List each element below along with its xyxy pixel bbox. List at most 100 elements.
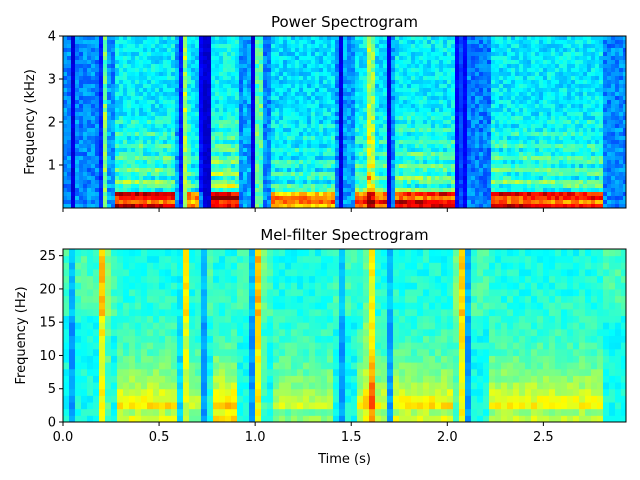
- heatmap-cell: [359, 72, 364, 77]
- heatmap-cell: [115, 136, 120, 141]
- heatmap-cell: [471, 128, 476, 133]
- heatmap-cell: [395, 204, 400, 208]
- heatmap-cell: [479, 48, 484, 53]
- heatmap-cell: [183, 160, 188, 165]
- heatmap-cell: [475, 152, 480, 157]
- heatmap-cell: [227, 136, 232, 141]
- heatmap-cell: [291, 172, 296, 177]
- heatmap-cell: [235, 92, 240, 97]
- heatmap-cell: [475, 124, 480, 129]
- heatmap-cell: [151, 128, 156, 133]
- heatmap-cell: [91, 84, 96, 89]
- heatmap-cell: [71, 44, 76, 49]
- heatmap-cell: [151, 56, 156, 61]
- heatmap-cell: [507, 188, 512, 193]
- heatmap-cell: [355, 36, 360, 41]
- heatmap-cell: [467, 48, 472, 53]
- heatmap-cell: [431, 60, 436, 65]
- heatmap-cell: [179, 112, 184, 117]
- heatmap-cell: [459, 204, 464, 208]
- heatmap-cell: [107, 88, 112, 93]
- heatmap-cell: [255, 164, 260, 169]
- heatmap-cell: [447, 68, 452, 73]
- heatmap-cell: [335, 204, 340, 208]
- heatmap-cell: [387, 84, 392, 89]
- heatmap-cell: [119, 184, 124, 189]
- heatmap-cell: [411, 168, 416, 173]
- heatmap-cell: [191, 96, 196, 101]
- heatmap-cell: [111, 108, 116, 113]
- heatmap-cell: [455, 148, 460, 153]
- heatmap-cell: [179, 40, 184, 45]
- heatmap-cell: [483, 132, 488, 137]
- heatmap-cell: [451, 52, 456, 57]
- heatmap-cell: [363, 44, 368, 49]
- heatmap-cell: [71, 68, 76, 73]
- heatmap-cell: [199, 104, 204, 109]
- heatmap-cell: [127, 112, 132, 117]
- heatmap-cell: [371, 124, 376, 129]
- heatmap-cell: [291, 56, 296, 61]
- heatmap-cell: [459, 140, 464, 145]
- heatmap-cell: [407, 132, 412, 137]
- heatmap-cell: [479, 168, 484, 173]
- heatmap-cell: [235, 60, 240, 65]
- heatmap-cell: [443, 172, 448, 177]
- heatmap-cell: [491, 168, 496, 173]
- heatmap-cell: [351, 120, 356, 125]
- heatmap-cell: [127, 104, 132, 109]
- heatmap-cell: [99, 68, 104, 73]
- heatmap-cell: [519, 176, 524, 181]
- heatmap-cell: [243, 108, 248, 113]
- heatmap-cell: [395, 160, 400, 165]
- heatmap-cell: [351, 156, 356, 161]
- heatmap-cell: [295, 84, 300, 89]
- heatmap-cell: [255, 136, 260, 141]
- heatmap-cell: [279, 128, 284, 133]
- heatmap-cell: [207, 184, 212, 189]
- heatmap-cell: [171, 64, 176, 69]
- heatmap-cell: [267, 68, 272, 73]
- heatmap-cell: [379, 52, 384, 57]
- heatmap-cell: [483, 112, 488, 117]
- heatmap-cell: [479, 68, 484, 73]
- heatmap-cell: [431, 144, 436, 149]
- heatmap-cell: [451, 128, 456, 133]
- heatmap-cell: [427, 80, 432, 85]
- heatmap-cell: [75, 52, 80, 57]
- heatmap-cell: [459, 72, 464, 77]
- heatmap-cell: [131, 72, 136, 77]
- heatmap-cell: [403, 116, 408, 121]
- heatmap-cell: [239, 164, 244, 169]
- heatmap-cell: [351, 192, 356, 197]
- heatmap-cell: [243, 116, 248, 121]
- heatmap-cell: [455, 156, 460, 161]
- heatmap-cell: [63, 116, 68, 121]
- heatmap-cell: [343, 128, 348, 133]
- heatmap-cell: [291, 60, 296, 65]
- heatmap-cell: [311, 132, 316, 137]
- heatmap-cell: [455, 168, 460, 173]
- heatmap-cell: [427, 168, 432, 173]
- heatmap-cell: [443, 180, 448, 185]
- heatmap-cell: [203, 88, 208, 93]
- heatmap-cell: [275, 124, 280, 129]
- heatmap-cell: [287, 48, 292, 53]
- heatmap-cell: [95, 72, 100, 77]
- heatmap-cell: [467, 36, 472, 41]
- heatmap-cell: [451, 148, 456, 153]
- heatmap-cell: [427, 124, 432, 129]
- heatmap-cell: [207, 136, 212, 141]
- power-spectrogram-title: Power Spectrogram: [271, 13, 418, 31]
- heatmap-cell: [391, 148, 396, 153]
- heatmap-cell: [131, 152, 136, 157]
- heatmap-cell: [179, 156, 184, 161]
- heatmap-cell: [91, 44, 96, 49]
- heatmap-cell: [331, 108, 336, 113]
- heatmap-cell: [367, 52, 372, 57]
- heatmap-cell: [135, 136, 140, 141]
- heatmap-cell: [503, 120, 508, 125]
- heatmap-cell: [307, 92, 312, 97]
- heatmap-cell: [135, 180, 140, 185]
- heatmap-cell: [279, 156, 284, 161]
